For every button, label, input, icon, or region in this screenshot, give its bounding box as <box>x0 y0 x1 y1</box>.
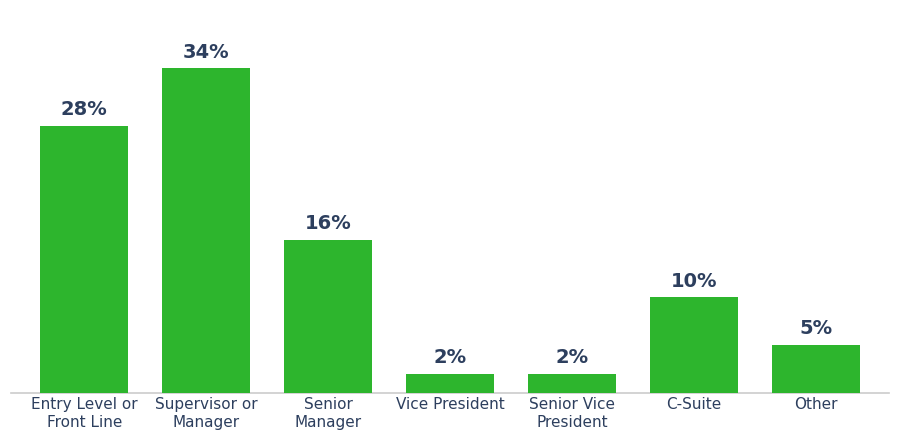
Text: 2%: 2% <box>434 348 466 367</box>
Text: 5%: 5% <box>799 319 833 338</box>
Text: 2%: 2% <box>555 348 589 367</box>
Bar <box>528 374 616 392</box>
Bar <box>284 240 372 392</box>
Text: 10%: 10% <box>670 272 717 291</box>
Bar <box>650 297 738 392</box>
Bar <box>772 345 859 392</box>
Bar <box>162 68 250 392</box>
Bar <box>40 126 128 392</box>
Text: 28%: 28% <box>61 100 108 119</box>
Text: 34%: 34% <box>183 43 230 62</box>
Bar <box>406 374 494 392</box>
Text: 16%: 16% <box>305 214 352 233</box>
